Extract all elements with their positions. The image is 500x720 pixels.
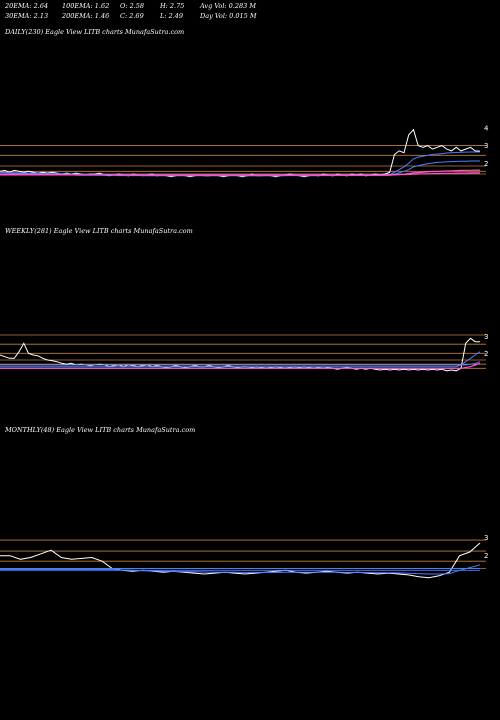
daily-tick-label: 3 xyxy=(484,142,488,150)
daily-series-line-4 xyxy=(0,172,480,176)
stat-high: H: 2.75 xyxy=(160,2,185,10)
weekly-panel-title: WEEKLY(281) Eagle View LITB charts Munaf… xyxy=(5,227,193,235)
weekly-series-line-1 xyxy=(0,351,481,368)
weekly-series-line-2 xyxy=(0,362,481,369)
stat-low: L: 2.49 xyxy=(160,12,184,20)
monthly-tick-label: 3 xyxy=(484,534,488,542)
stat-dayvol: Day Vol: 0.015 M xyxy=(200,12,257,20)
monthly-series-line-1 xyxy=(0,564,481,575)
weekly-series-line-0 xyxy=(0,337,481,372)
weekly-tick-label: 3 xyxy=(484,333,488,341)
stat-close: C: 2.69 xyxy=(120,12,144,20)
stat-ema200: 200EMA: 1.46 xyxy=(62,12,110,20)
monthly-tick-label: 2 xyxy=(484,552,488,560)
monthly-series-line-0 xyxy=(0,542,481,579)
stat-ema100: 100EMA: 1.62 xyxy=(62,2,110,10)
stat-ema20: 20EMA: 2.64 xyxy=(5,2,49,10)
weekly-tick-label: 2 xyxy=(484,350,488,358)
weekly-series-line-3 xyxy=(0,361,481,366)
stat-open: O: 2.58 xyxy=(120,2,145,10)
stat-ema30: 30EMA: 2.13 xyxy=(5,12,49,20)
monthly-panel-title: MONTHLY(48) Eagle View LITB charts Munaf… xyxy=(5,426,196,434)
stat-avgvol: Avg Vol: 0.283 M xyxy=(200,2,257,10)
daily-tick-label: 2 xyxy=(484,160,488,168)
daily-panel-title: DAILY(230) Eagle View LITB charts Munafa… xyxy=(5,28,185,36)
daily-tick-label: 4 xyxy=(484,124,489,132)
